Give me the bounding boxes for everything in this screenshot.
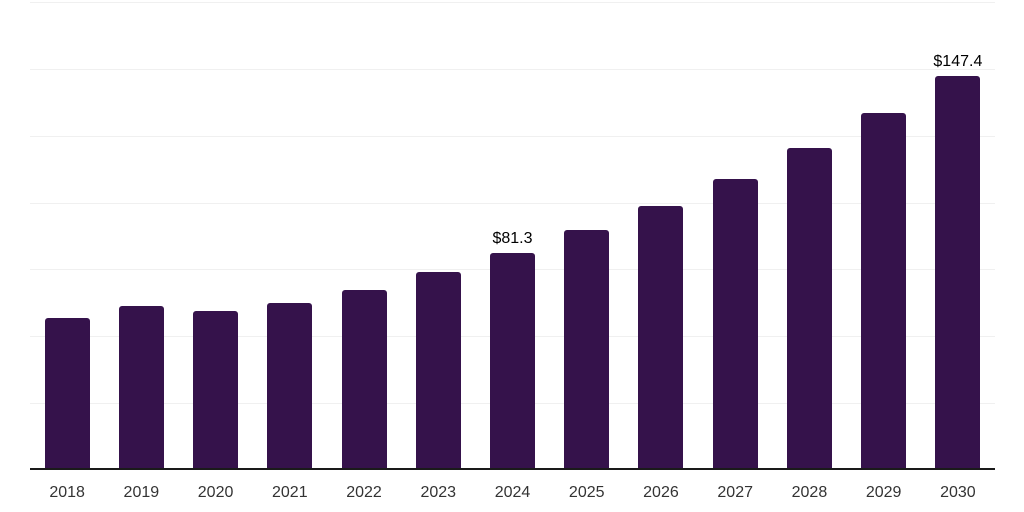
x-tick-label-2021: 2021 bbox=[272, 484, 308, 501]
x-tick-label-2023: 2023 bbox=[420, 484, 457, 501]
bar-2025 bbox=[564, 230, 610, 470]
plot-area: $81.3 $147.4 bbox=[30, 2, 995, 470]
bar-2029 bbox=[861, 113, 907, 470]
gridline-175 bbox=[30, 2, 995, 3]
x-tick-label-2025: 2025 bbox=[568, 484, 605, 501]
data-label-2030: $147.4 bbox=[933, 52, 983, 70]
x-tick-label-2030: 2030 bbox=[940, 484, 976, 501]
x-tick-label-2024: 2024 bbox=[494, 484, 531, 501]
gridline-100 bbox=[30, 202, 995, 204]
bar-2020 bbox=[193, 311, 239, 470]
bar-2027 bbox=[712, 179, 758, 470]
data-label-2024: $81.3 bbox=[492, 229, 533, 247]
x-tick-label-2028: 2028 bbox=[791, 484, 828, 501]
gridline-125 bbox=[30, 135, 995, 137]
bar-2026 bbox=[638, 206, 684, 470]
x-tick-label-2022: 2022 bbox=[346, 484, 382, 501]
gridline-150 bbox=[30, 68, 995, 70]
bar-2023 bbox=[415, 272, 461, 470]
bar-2028 bbox=[786, 148, 832, 470]
bar-2030 bbox=[935, 75, 981, 470]
x-axis-labels: 2018 2019 2020 2021 2022 2023 2024 2025 2026 2027… bbox=[30, 485, 995, 505]
x-tick-label-2018: 2018 bbox=[49, 484, 85, 501]
bar-2019 bbox=[118, 306, 164, 470]
x-tick-label-2020: 2020 bbox=[197, 484, 234, 501]
x-tick-label-2026: 2026 bbox=[643, 484, 679, 501]
x-axis-line bbox=[30, 468, 995, 470]
bar-2021 bbox=[267, 302, 313, 470]
bar-2018 bbox=[44, 318, 90, 470]
x-tick-label-2027: 2027 bbox=[717, 484, 753, 501]
bar-2022 bbox=[341, 289, 387, 470]
bar-2024 bbox=[490, 252, 535, 470]
x-tick-label-2029: 2029 bbox=[865, 484, 902, 501]
x-tick-label-2019: 2019 bbox=[123, 484, 160, 501]
